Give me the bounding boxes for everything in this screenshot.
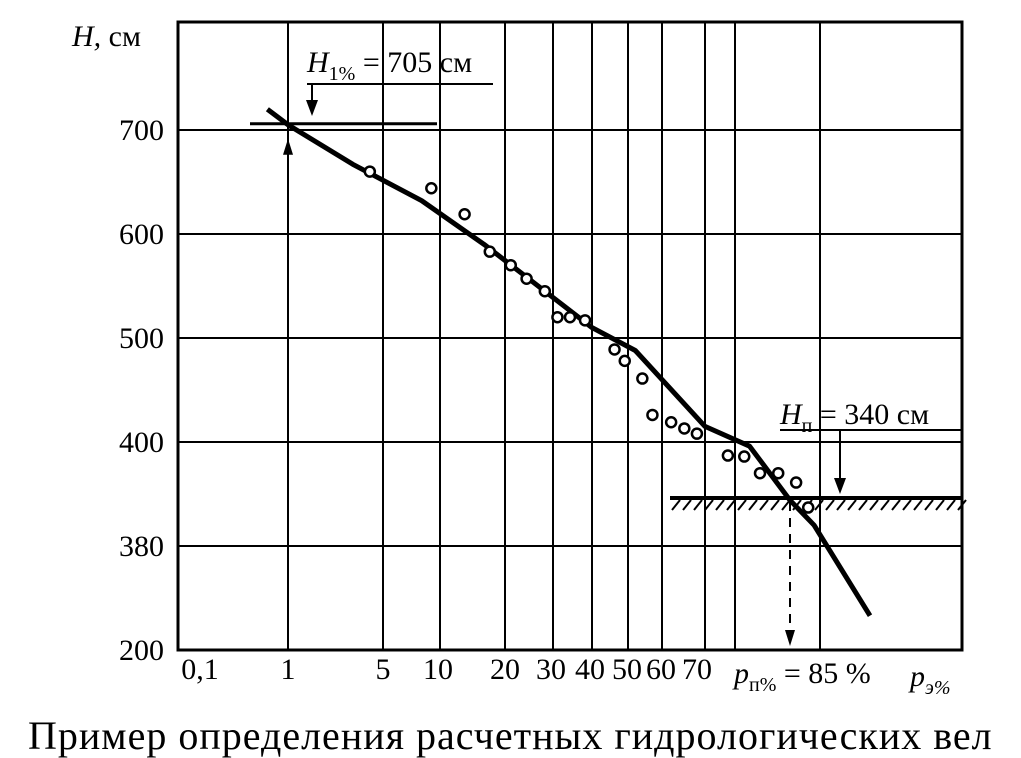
hp-down-arrow [834, 478, 846, 494]
observed-point [538, 284, 552, 298]
observed-point [678, 422, 691, 435]
hatch-stroke [847, 499, 857, 511]
observed-point [425, 181, 438, 195]
observed-point [504, 258, 518, 272]
y-tick-label: 500 [119, 322, 164, 355]
observed-point [690, 427, 704, 440]
hatch-stroke [880, 499, 890, 511]
y-tick-label: 200 [119, 634, 164, 667]
grid-layer [178, 22, 962, 650]
observed-point [789, 476, 803, 489]
y-axis-label: H, см [71, 20, 141, 53]
hatch-stroke [924, 499, 934, 511]
observed-point [721, 449, 735, 462]
plot-frame [176, 20, 964, 652]
hatch-stroke [913, 499, 923, 511]
y-tick-label: 400 [119, 426, 164, 459]
pp-down-arrow [785, 630, 795, 646]
hp-annotation: Hп = 340 см [779, 398, 929, 437]
water-level-hatch [670, 496, 967, 511]
observed-point [363, 165, 377, 178]
h1-up-arrow [283, 138, 293, 155]
x-tick-label: 20 [490, 653, 520, 686]
observed-point [738, 450, 751, 463]
observed-point [563, 310, 577, 324]
hatch-stroke [671, 499, 681, 511]
x-tick-label: 1 [281, 653, 296, 686]
y-tick-label: 700 [119, 114, 164, 147]
observed-point [801, 501, 815, 514]
x-tick-label: 40 [575, 653, 605, 686]
y-tick-label: 380 [119, 530, 164, 563]
observed-point [618, 354, 631, 368]
pp-annotation: pп% = 85 % [732, 657, 871, 696]
x-tick-label: 70 [682, 653, 712, 686]
observed-point [664, 415, 678, 429]
hatch-stroke [759, 499, 769, 511]
hatch-stroke [737, 499, 747, 511]
observed-point [753, 466, 767, 480]
hatch-stroke [704, 499, 714, 511]
observed-point [578, 314, 592, 327]
observed-point [636, 372, 649, 385]
observed-point [483, 245, 497, 258]
hatch-stroke [869, 499, 879, 511]
exceedance-curve [265, 107, 873, 618]
curve-layer [265, 107, 873, 618]
observed-point [646, 408, 659, 422]
axis-layer [176, 20, 964, 652]
h1-annotation: H1% = 705 см [306, 46, 472, 85]
observed-point [771, 466, 785, 480]
x-tick-label: 0,1 [181, 653, 219, 686]
h1-down-arrow [306, 100, 318, 116]
x-tick-label: 10 [423, 653, 453, 686]
hatch-stroke [693, 499, 703, 511]
hatch-stroke [726, 499, 736, 511]
hatch-stroke [836, 499, 846, 511]
annotation-layer: H1% = 705 см Hп = 340 см pп% = 85 % [250, 46, 962, 696]
hatch-stroke [935, 499, 945, 511]
hatch-stroke [715, 499, 725, 511]
y-tick-label: 600 [119, 218, 164, 251]
hatch-stroke [770, 499, 780, 511]
hatch-stroke [891, 499, 901, 511]
hatch-stroke [825, 499, 835, 511]
observed-point [608, 343, 621, 356]
x-axis-label: pэ% [908, 660, 950, 699]
hatch-stroke [814, 499, 824, 511]
points-layer [363, 165, 815, 514]
hatch-stroke [902, 499, 912, 511]
hatch-stroke [858, 499, 868, 511]
caption-text: Пример определения расчетных гидрологиче… [28, 713, 993, 758]
label-layer: 700 600 500 400 380 200 0,1 1 5 10 20 30 40 50 60 70 H, … [71, 20, 950, 699]
x-tick-label: 5 [376, 653, 391, 686]
x-tick-label: 50 [612, 653, 642, 686]
hatch-stroke [682, 499, 692, 511]
observed-point [551, 310, 564, 324]
observed-point [458, 207, 471, 221]
hatch-stroke [946, 499, 956, 511]
x-tick-label: 30 [536, 653, 566, 686]
x-tick-label: 60 [646, 653, 676, 686]
observed-point [520, 272, 533, 285]
hatch-stroke [748, 499, 758, 511]
